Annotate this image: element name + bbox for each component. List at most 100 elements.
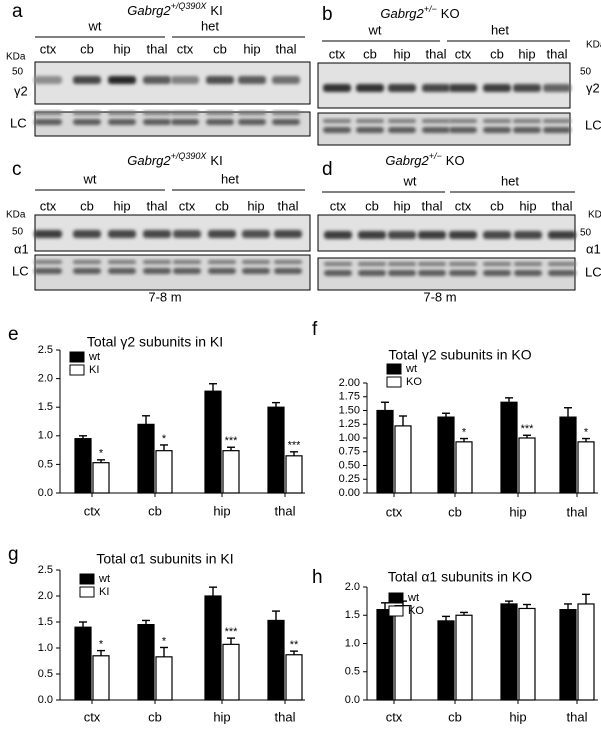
model: KI [210,3,222,18]
group-label: wt [403,173,417,188]
marker-unit: KDa [6,52,26,63]
lane-label: thal [422,198,443,213]
model: KI [210,153,222,168]
significance: * [162,433,167,445]
legend-swatch [79,586,95,598]
band [356,127,384,133]
band [449,84,477,92]
band [356,119,384,123]
band [143,268,171,274]
bar [437,620,455,701]
legend-swatch [69,364,85,376]
panel-letter: f [312,319,318,340]
protein-label: γ2 [586,80,600,95]
lane-label: cb [490,198,504,213]
band [483,84,511,92]
x-tick-label: cb [448,709,462,724]
band [388,262,416,266]
blot-title: Gabrg2+/Q390X KI [127,1,222,18]
bar [137,423,155,494]
band [514,270,542,276]
significance: * [584,426,589,438]
band [143,111,171,115]
panel-letter: g [8,544,19,565]
legend-label: KI [89,364,99,376]
band [514,231,542,239]
lane-label: hip [113,198,130,213]
legend-swatch [386,376,402,388]
lane-label: hip [518,46,535,61]
x-tick-label: ctx [386,504,403,519]
panel-letter: b [322,4,333,25]
y-tick-label: 2.5 [38,344,53,356]
band [483,127,511,133]
panel-letter: h [312,567,323,588]
x-tick-label: thal [567,709,588,724]
x-tick-label: cb [148,503,162,518]
x-tick-label: cb [448,504,462,519]
bar [518,607,536,701]
y-tick-label: 1.00 [339,432,360,444]
y-tick-label: 0.5 [38,458,53,470]
band [173,260,201,264]
lane-label: thal [547,46,568,61]
gene-name: Gabrg2 [127,153,171,168]
band [388,127,416,133]
band [108,230,136,238]
bar [577,603,595,701]
chart-title: Total γ2 subunits in KI [87,334,223,350]
y-tick-label: 2.0 [38,590,53,602]
band [206,76,234,84]
band [358,270,386,276]
x-tick-label: ctx [84,709,101,724]
bar [500,401,518,494]
legend-label: wt [98,573,110,585]
bar [577,441,595,494]
genotype: +/− [429,151,442,161]
legend-label: wt [405,363,417,375]
band [73,230,101,238]
legend-swatch [388,605,404,617]
lane-label: hip [247,198,264,213]
panel-letter: a [12,1,23,22]
lane-label: cb [215,198,229,213]
band [483,270,511,276]
band [323,84,351,92]
genotype: +/Q390X [171,151,208,161]
lane-label: hip [393,46,410,61]
band [323,127,351,133]
legend-label: KO [408,605,424,617]
bar [285,654,303,701]
bar [155,450,173,494]
model: KO [446,153,465,168]
marker-unit: KDa [588,210,601,221]
band [73,260,101,264]
panel-letter: d [322,159,333,180]
x-tick-label: thal [275,709,296,724]
bar [137,623,155,701]
y-tick-label: 1.5 [38,401,53,413]
x-tick-label: thal [275,503,296,518]
x-tick-label: hip [509,504,526,519]
band [513,119,541,123]
chart-title: Total α1 subunits in KO [388,569,532,585]
protein-label: α1 [586,241,601,256]
band [358,262,386,266]
y-tick-label: 1.75 [339,391,360,403]
legend-label: wt [88,351,100,363]
band [34,119,62,125]
bar [204,595,222,701]
lane-label: ctx [455,46,472,61]
band [206,119,234,125]
band [208,260,236,264]
band [34,260,62,264]
bar [394,425,412,494]
band [238,76,266,84]
band [513,127,541,133]
genotype: +/− [424,4,437,14]
band [358,231,386,239]
x-tick-label: ctx [84,503,101,518]
lane-label: thal [426,46,447,61]
lane-label: ctx [330,198,347,213]
band [356,84,384,92]
